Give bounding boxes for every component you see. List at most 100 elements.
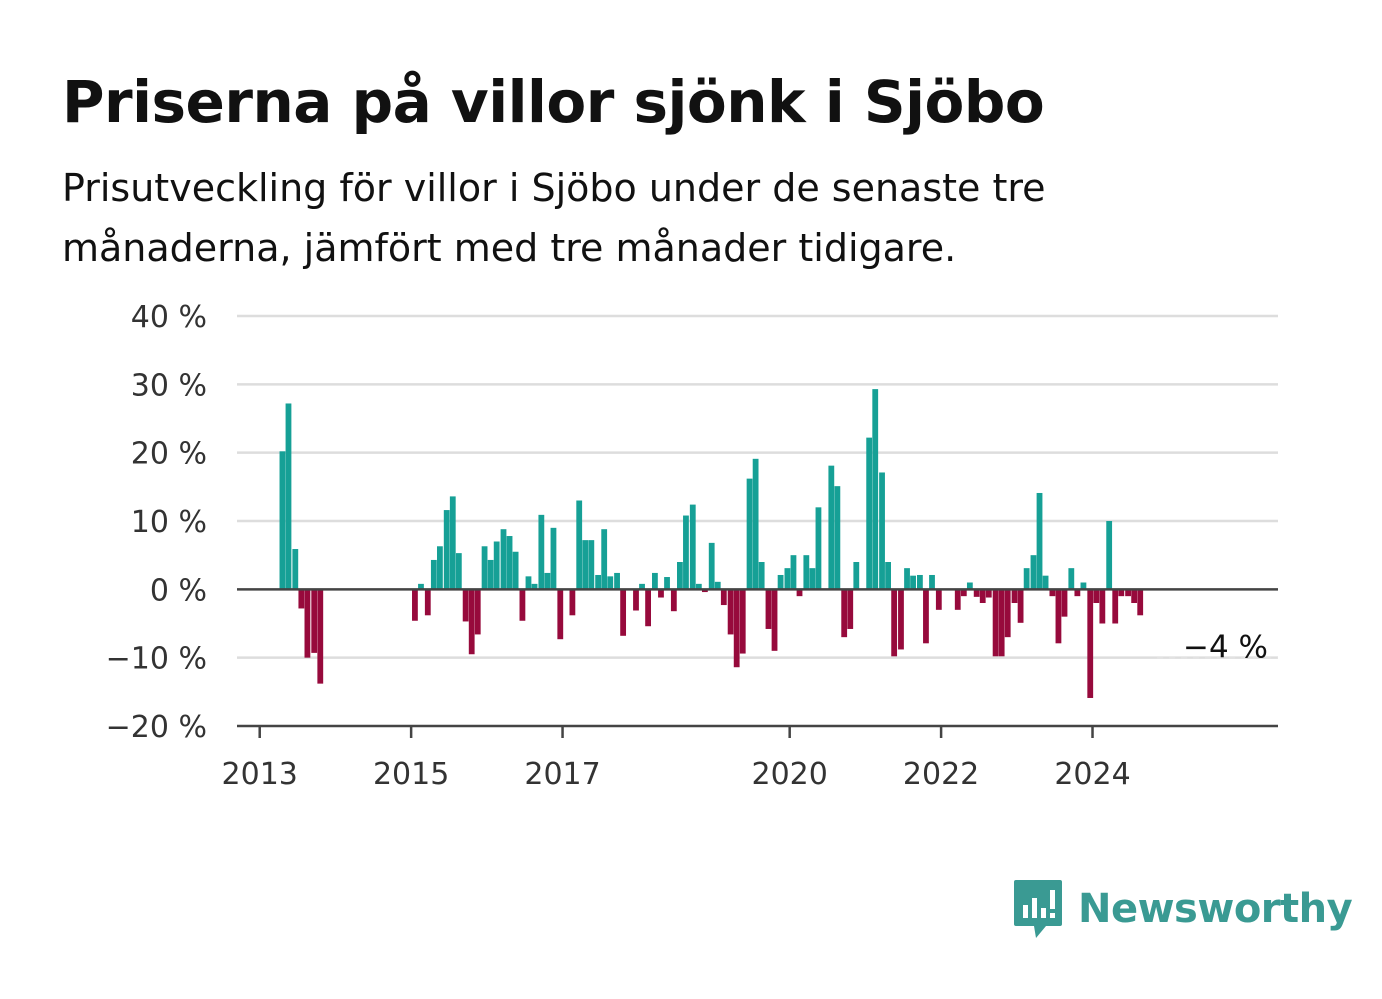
bar bbox=[998, 589, 1005, 657]
bar bbox=[1118, 589, 1125, 597]
bar bbox=[739, 589, 746, 654]
bar bbox=[683, 515, 689, 590]
bar bbox=[601, 529, 608, 590]
bar bbox=[917, 574, 923, 590]
bar bbox=[1017, 589, 1024, 623]
bar bbox=[437, 546, 443, 590]
bar bbox=[1093, 589, 1100, 603]
bar bbox=[633, 589, 639, 611]
bar bbox=[733, 589, 740, 668]
bar bbox=[292, 549, 299, 590]
bar bbox=[720, 589, 727, 606]
x-tick-label: 2015 bbox=[373, 757, 449, 792]
bar bbox=[701, 589, 708, 593]
bar bbox=[973, 589, 980, 597]
bar bbox=[714, 581, 721, 590]
bar bbox=[569, 589, 576, 616]
bar bbox=[898, 589, 904, 650]
y-tick-label: 10 % bbox=[131, 505, 207, 540]
bar bbox=[474, 589, 481, 635]
bar bbox=[538, 514, 545, 590]
bar bbox=[758, 562, 765, 590]
bar bbox=[727, 589, 734, 635]
bar bbox=[784, 568, 791, 590]
bar bbox=[468, 589, 475, 655]
bar bbox=[487, 559, 494, 590]
end-value-label: −4 % bbox=[1183, 629, 1268, 665]
x-tick-label: 2020 bbox=[751, 757, 827, 792]
bar bbox=[891, 589, 898, 657]
x-tick-label: 2022 bbox=[903, 757, 979, 792]
bar bbox=[1049, 589, 1056, 597]
bar bbox=[695, 583, 702, 590]
bar bbox=[1087, 589, 1094, 698]
bar bbox=[1023, 568, 1030, 590]
brand-name: Newsworthy bbox=[1078, 886, 1353, 932]
bar bbox=[904, 568, 910, 590]
bar bbox=[588, 540, 595, 590]
bar bbox=[519, 589, 526, 621]
bar bbox=[1036, 492, 1043, 590]
bar bbox=[985, 589, 992, 598]
y-tick-label: 0 % bbox=[150, 573, 207, 608]
bar bbox=[670, 589, 677, 612]
bar bbox=[1055, 589, 1062, 644]
x-tick-label: 2013 bbox=[222, 757, 298, 792]
bar bbox=[992, 589, 999, 657]
bar bbox=[614, 572, 620, 590]
bar bbox=[279, 451, 286, 590]
bar bbox=[576, 500, 583, 590]
bar bbox=[790, 555, 797, 590]
bar bbox=[1061, 589, 1068, 617]
bar bbox=[443, 510, 450, 590]
bar bbox=[544, 572, 551, 590]
bar bbox=[872, 389, 879, 590]
bar bbox=[607, 576, 614, 590]
bar bbox=[455, 553, 462, 590]
bar bbox=[923, 589, 929, 644]
bar bbox=[525, 576, 532, 590]
y-tick-label: −20 % bbox=[106, 710, 207, 745]
bar bbox=[557, 589, 564, 640]
chart-subtitle: Prisutveckling för villor i Sjöbo under … bbox=[62, 166, 1046, 270]
bar bbox=[834, 486, 841, 590]
bar bbox=[652, 572, 658, 590]
bar bbox=[1068, 568, 1075, 590]
bar-chart: 40 % 30 % 20 % 10 % 0 % −10 % −20 % 2013 2015 201… bbox=[106, 300, 1278, 792]
bar bbox=[1074, 589, 1081, 597]
x-tick-label: 2024 bbox=[1054, 757, 1130, 792]
bar bbox=[803, 555, 810, 590]
y-tick-label: 30 % bbox=[131, 368, 207, 403]
y-tick-label: 40 % bbox=[131, 300, 207, 335]
bar bbox=[815, 507, 822, 590]
bar bbox=[1004, 589, 1011, 638]
bar bbox=[500, 529, 507, 590]
bar bbox=[418, 583, 424, 590]
bar bbox=[531, 583, 538, 590]
bar bbox=[796, 589, 803, 597]
bar bbox=[885, 562, 891, 590]
axes bbox=[237, 588, 1278, 738]
brand-logo: Newsworthy bbox=[1012, 878, 1353, 940]
bar bbox=[746, 478, 753, 590]
bar bbox=[430, 559, 437, 590]
bar bbox=[285, 403, 292, 590]
bar bbox=[866, 437, 873, 590]
bar bbox=[620, 589, 627, 636]
x-tick-label: 2017 bbox=[524, 757, 600, 792]
bar bbox=[708, 542, 715, 590]
bar bbox=[1042, 575, 1049, 590]
y-tick-label: 20 % bbox=[131, 437, 207, 472]
y-tick-label: −10 % bbox=[106, 642, 207, 677]
newsworthy-logo-icon bbox=[1014, 880, 1062, 938]
bar bbox=[777, 574, 784, 590]
bar bbox=[765, 589, 772, 629]
bar bbox=[412, 589, 418, 621]
bar bbox=[966, 582, 973, 590]
bar bbox=[677, 562, 683, 590]
bar bbox=[1112, 589, 1119, 624]
bars bbox=[279, 389, 1144, 698]
bar bbox=[935, 589, 942, 610]
bar bbox=[847, 589, 854, 629]
bar bbox=[311, 589, 318, 653]
